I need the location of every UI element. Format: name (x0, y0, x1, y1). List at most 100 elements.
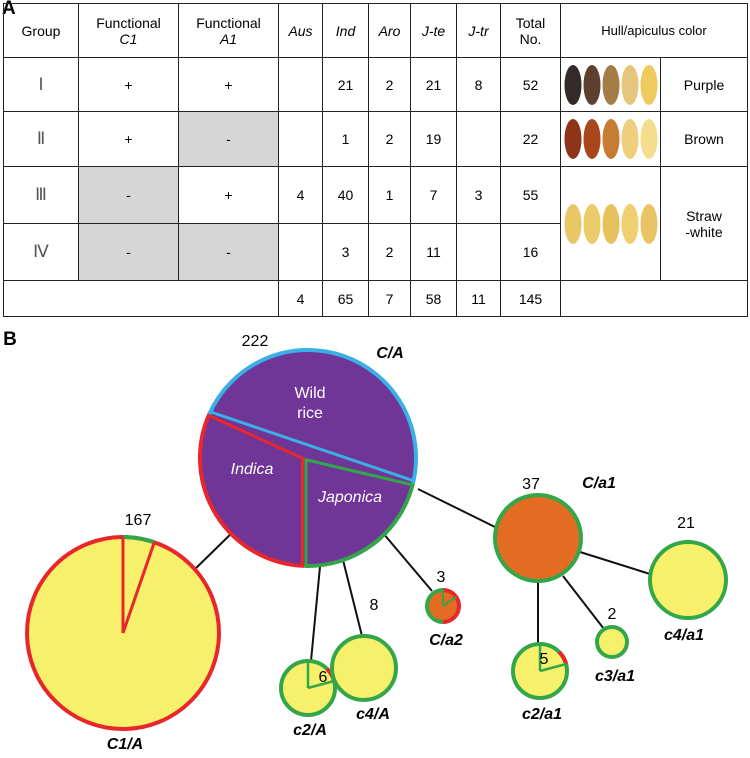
slice-label: Wild (294, 385, 325, 402)
header-cell: Total No. (500, 3, 561, 58)
count: 8 (370, 597, 379, 614)
grain (640, 203, 657, 244)
cell-text: No. (519, 30, 542, 47)
cell-text: Functional (96, 14, 161, 31)
image-cell (560, 111, 661, 167)
cell: 3 (322, 223, 369, 281)
cell: + (178, 166, 279, 224)
header-row: Group Functional C1 Functional A1 Aus Ind Aro J-… (3, 3, 748, 58)
data-row: Ⅰ + +21 2 21 8 52 Purple (3, 57, 748, 112)
grain (564, 203, 581, 244)
cell: 1 (368, 166, 411, 224)
count: 5 (540, 651, 549, 668)
cell (278, 223, 323, 281)
header-cell: Ind (322, 3, 369, 58)
cell: + (78, 57, 179, 112)
count: 3 (437, 569, 446, 586)
cell: 2 (368, 223, 411, 281)
grain (564, 119, 581, 159)
cell-text: Total (515, 14, 546, 31)
cell: - (78, 166, 179, 224)
node-c1a: 167 C1/A (25, 512, 221, 753)
data-row: Ⅳ - -3 2 11 16 (3, 223, 748, 281)
cell-text: Functional (196, 14, 261, 31)
node-label: C/a1 (582, 475, 616, 492)
count: 6 (319, 669, 328, 686)
cell: + (178, 57, 279, 112)
cell (456, 111, 501, 167)
cell: 7 (410, 166, 457, 224)
grain (602, 119, 619, 159)
grain (583, 119, 600, 159)
count: 222 (242, 333, 269, 350)
header-cell: Aro (368, 3, 411, 58)
node-c4a1: 21 c4/a1 (648, 515, 728, 644)
grain (583, 203, 600, 244)
node-label: C/A (376, 345, 404, 362)
grain (564, 64, 581, 105)
node-label: c3/a1 (595, 668, 635, 685)
node-label: c4/a1 (664, 627, 704, 644)
panel-label: B (3, 329, 17, 350)
grain (640, 119, 657, 159)
cell (278, 111, 323, 167)
node-label: c2/A (293, 722, 327, 739)
data-row: Ⅱ + -1 2 19 22 Brown (3, 111, 748, 167)
table: Group Functional C1 Functional A1 Aus Ind Aro J-… (3, 3, 748, 317)
node-label: C/a2 (429, 632, 463, 649)
node-ca: Wild rice Indica Japonica 222 C/A (198, 333, 418, 568)
count: 37 (522, 476, 540, 493)
node-c2a1: 5 c2/a1 (511, 642, 569, 723)
grain (602, 203, 619, 244)
slice-label: Indica (231, 461, 274, 478)
grain-image (564, 119, 657, 159)
cell: 4 (278, 166, 323, 224)
cell: Ⅱ (3, 111, 79, 167)
cell: 16 (500, 223, 561, 281)
node-label: c4/A (356, 706, 390, 723)
cell: 58 (410, 280, 457, 317)
node-ca2: 3 C/a2 (425, 569, 463, 649)
count: 2 (608, 606, 617, 623)
cell: 7 (368, 280, 411, 317)
grain (583, 64, 600, 105)
edges (191, 488, 651, 662)
grain-image (564, 203, 657, 244)
cell: 19 (410, 111, 457, 167)
header-cell: J-te (410, 3, 457, 58)
header-cell: Aus (278, 3, 323, 58)
color-cell: Straw -white (660, 166, 748, 281)
cell: - (78, 223, 179, 281)
grain (602, 64, 619, 105)
cell: 8 (456, 57, 501, 112)
total-row: 4 65 7 58 11 145 (3, 280, 748, 317)
grain (621, 119, 638, 159)
grain (621, 64, 638, 105)
grain (621, 203, 638, 244)
node-label: C1/A (107, 736, 143, 753)
cell: - (178, 223, 279, 281)
grain (640, 64, 657, 105)
count: 167 (125, 512, 152, 529)
node-ca1: 37 C/a1 (493, 475, 616, 583)
cell: 65 (322, 280, 369, 317)
header-cell: Functional C1 (78, 3, 179, 58)
header-cell: Group (3, 3, 79, 58)
cell: 11 (456, 280, 501, 317)
count: 21 (677, 515, 695, 532)
cell-text: C1 (119, 30, 138, 47)
node-c2a: 6 c2/A (279, 659, 337, 739)
node-label: c2/a1 (522, 706, 562, 723)
slice-label: Japonica (317, 489, 382, 506)
cell: 2 (368, 111, 411, 167)
data-row: Ⅲ - +4 40 1 7 3 55 Straw -white (3, 166, 748, 281)
header-cell: Hull/apiculus color (560, 3, 748, 58)
grain-image (564, 64, 657, 105)
image-cell (560, 57, 661, 112)
header-cell: Functional A1 (178, 3, 279, 58)
cell-text: A1 (219, 30, 238, 47)
cell: - (178, 111, 279, 167)
color-cell: Purple (660, 57, 748, 112)
